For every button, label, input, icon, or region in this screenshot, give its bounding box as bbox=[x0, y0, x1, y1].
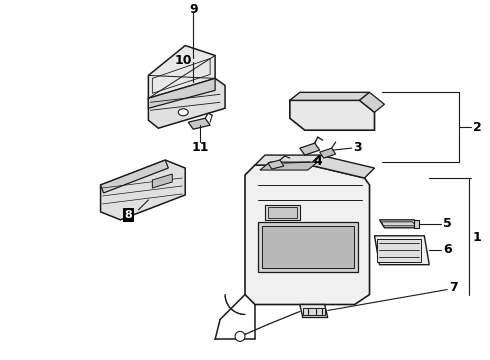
Text: 3: 3 bbox=[353, 141, 362, 154]
Text: 2: 2 bbox=[473, 121, 482, 134]
Polygon shape bbox=[148, 78, 225, 128]
Text: 9: 9 bbox=[189, 3, 197, 16]
Polygon shape bbox=[300, 305, 328, 318]
Circle shape bbox=[235, 332, 245, 341]
Polygon shape bbox=[152, 174, 172, 188]
Polygon shape bbox=[300, 143, 319, 155]
Polygon shape bbox=[377, 239, 421, 262]
Text: 8: 8 bbox=[124, 210, 132, 220]
Polygon shape bbox=[310, 155, 374, 178]
Polygon shape bbox=[268, 160, 284, 169]
Ellipse shape bbox=[178, 109, 188, 116]
Polygon shape bbox=[360, 92, 385, 112]
Polygon shape bbox=[245, 165, 369, 305]
Text: 5: 5 bbox=[443, 217, 452, 230]
Polygon shape bbox=[319, 148, 336, 158]
Polygon shape bbox=[290, 92, 369, 100]
Polygon shape bbox=[265, 205, 300, 220]
Polygon shape bbox=[258, 222, 358, 272]
Polygon shape bbox=[255, 155, 319, 165]
Polygon shape bbox=[379, 220, 419, 228]
Text: 11: 11 bbox=[192, 141, 209, 154]
Polygon shape bbox=[100, 160, 185, 220]
Polygon shape bbox=[188, 118, 210, 129]
Text: 7: 7 bbox=[449, 281, 458, 294]
Text: 10: 10 bbox=[174, 54, 192, 67]
Polygon shape bbox=[377, 240, 422, 248]
Polygon shape bbox=[382, 222, 416, 226]
Polygon shape bbox=[260, 162, 318, 170]
Polygon shape bbox=[148, 78, 215, 108]
Polygon shape bbox=[262, 226, 354, 268]
Polygon shape bbox=[100, 160, 168, 193]
Polygon shape bbox=[148, 45, 215, 108]
Text: 1: 1 bbox=[473, 231, 482, 244]
Polygon shape bbox=[290, 100, 374, 130]
Polygon shape bbox=[303, 307, 325, 315]
Text: 6: 6 bbox=[443, 243, 451, 256]
Text: 4: 4 bbox=[313, 154, 322, 167]
Polygon shape bbox=[268, 207, 297, 218]
Polygon shape bbox=[377, 252, 422, 260]
Polygon shape bbox=[374, 236, 429, 265]
Polygon shape bbox=[415, 220, 419, 228]
